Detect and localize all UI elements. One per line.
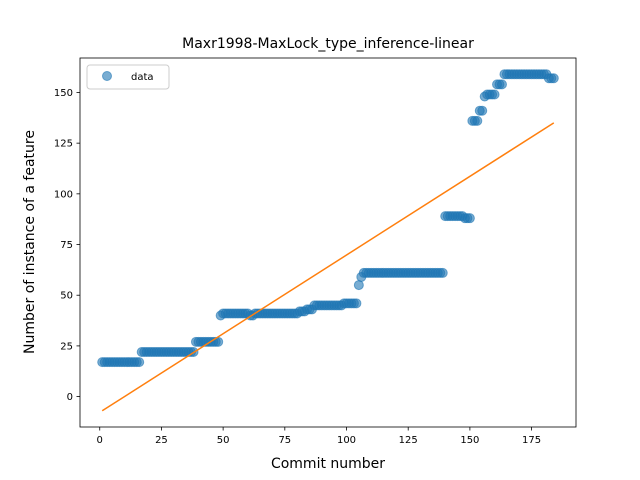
- data-point: [548, 73, 559, 84]
- data-point: [496, 79, 507, 90]
- fit-line: [101, 122, 555, 412]
- data-point: [489, 89, 500, 100]
- legend: data: [86, 64, 170, 90]
- plot-frame: [79, 57, 577, 428]
- plot-area: [97, 69, 559, 412]
- y-tick-label: 100: [54, 189, 73, 200]
- x-tick-label: 125: [399, 435, 418, 446]
- x-tick-label: 75: [278, 435, 291, 446]
- chart-title: Maxr1998-MaxLock_type_inference-linear: [182, 36, 474, 52]
- x-tick-label: 175: [522, 435, 541, 446]
- data-point: [353, 280, 364, 291]
- y-tick-label: 25: [60, 341, 73, 352]
- y-tick-label: 150: [54, 88, 73, 99]
- y-tick-label: 125: [54, 139, 73, 150]
- data-point: [351, 298, 362, 309]
- legend-label-data: data: [131, 72, 154, 83]
- data-point: [464, 213, 475, 224]
- y-tick-label: 50: [60, 291, 73, 302]
- x-tick-label: 50: [217, 435, 230, 446]
- data-point: [134, 357, 145, 368]
- data-point: [437, 267, 448, 278]
- legend-marker-data: [102, 71, 112, 81]
- x-tick-label: 0: [97, 435, 103, 446]
- legend-box: [86, 64, 170, 90]
- x-tick-label: 25: [155, 435, 168, 446]
- y-tick-label: 75: [60, 240, 73, 251]
- y-tick-label: 0: [67, 392, 73, 403]
- y-axis: 0 25 50 75 100 125 150: [54, 88, 80, 403]
- data-point: [477, 105, 488, 116]
- y-axis-label: Number of instance of a feature: [22, 130, 38, 354]
- data-point: [472, 115, 483, 126]
- x-axis-label: Commit number: [271, 456, 385, 472]
- x-tick-label: 150: [460, 435, 479, 446]
- x-tick-label: 100: [337, 435, 356, 446]
- x-axis: 0 25 50 75 100 125 150 175: [97, 427, 541, 446]
